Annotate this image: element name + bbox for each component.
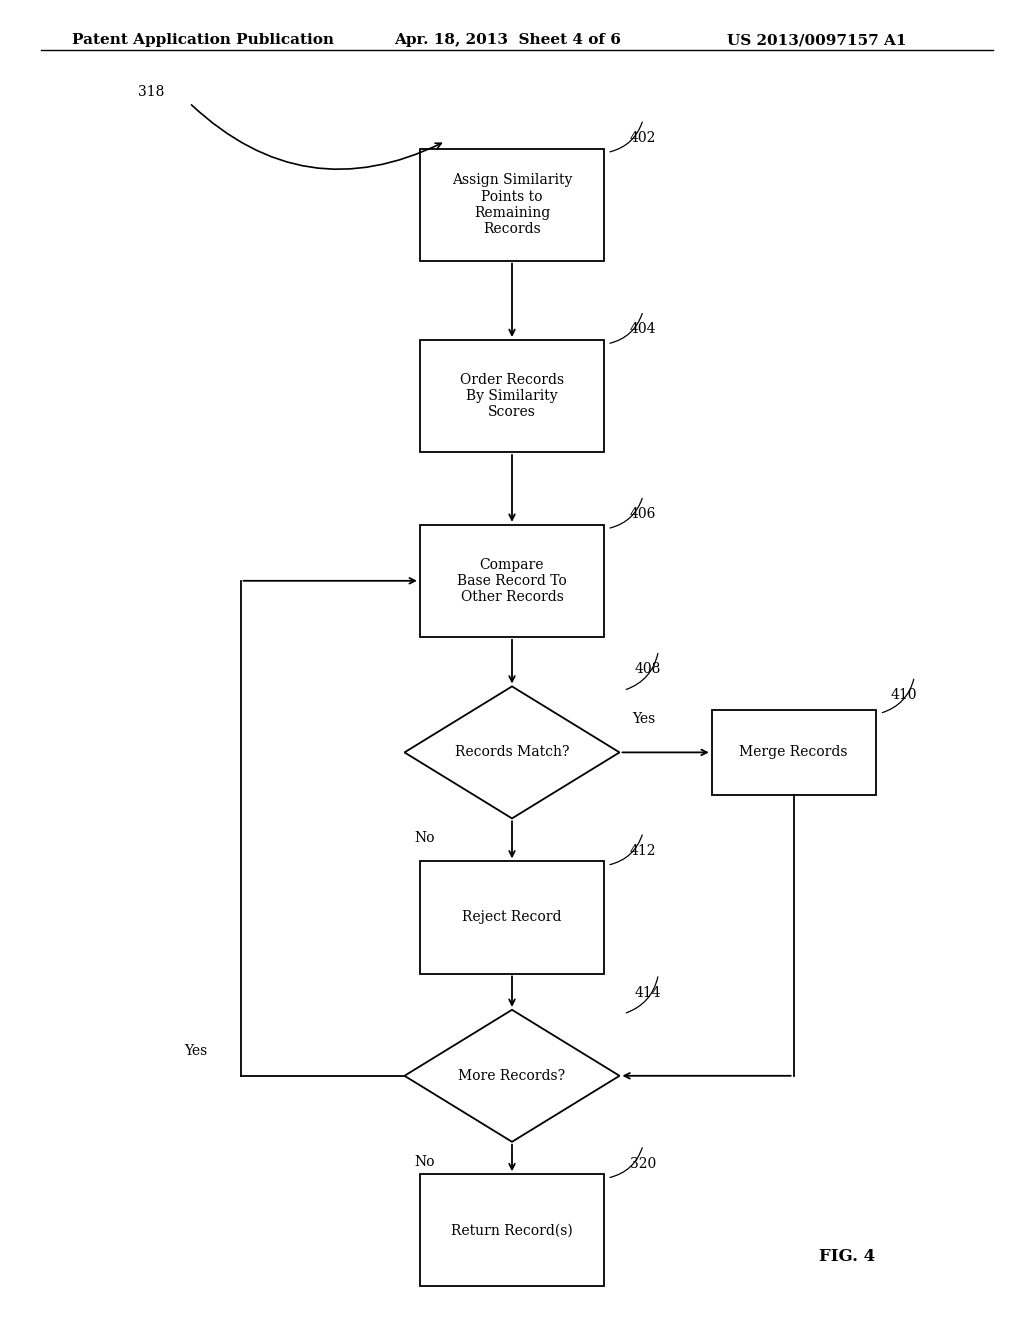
Text: Return Record(s): Return Record(s) xyxy=(452,1224,572,1237)
Text: Merge Records: Merge Records xyxy=(739,746,848,759)
FancyBboxPatch shape xyxy=(420,861,604,974)
FancyBboxPatch shape xyxy=(420,524,604,636)
Text: FIG. 4: FIG. 4 xyxy=(819,1249,876,1265)
FancyBboxPatch shape xyxy=(420,1175,604,1286)
Text: 408: 408 xyxy=(635,663,662,676)
Text: 320: 320 xyxy=(630,1156,656,1171)
Polygon shape xyxy=(404,1010,620,1142)
FancyBboxPatch shape xyxy=(420,149,604,261)
Text: 402: 402 xyxy=(630,131,656,145)
Text: Reject Record: Reject Record xyxy=(462,911,562,924)
Text: More Records?: More Records? xyxy=(459,1069,565,1082)
Text: 410: 410 xyxy=(891,688,918,702)
Text: 414: 414 xyxy=(635,986,662,999)
Text: Records Match?: Records Match? xyxy=(455,746,569,759)
Text: 404: 404 xyxy=(630,322,656,337)
Text: Yes: Yes xyxy=(184,1044,208,1057)
Text: Apr. 18, 2013  Sheet 4 of 6: Apr. 18, 2013 Sheet 4 of 6 xyxy=(394,33,622,48)
FancyBboxPatch shape xyxy=(712,710,876,795)
Text: US 2013/0097157 A1: US 2013/0097157 A1 xyxy=(727,33,906,48)
Text: Assign Similarity
Points to
Remaining
Records: Assign Similarity Points to Remaining Re… xyxy=(452,173,572,236)
Text: 318: 318 xyxy=(138,86,165,99)
FancyBboxPatch shape xyxy=(420,341,604,451)
Text: No: No xyxy=(415,1155,435,1168)
Text: Compare
Base Record To
Other Records: Compare Base Record To Other Records xyxy=(457,557,567,605)
Text: Order Records
By Similarity
Scores: Order Records By Similarity Scores xyxy=(460,372,564,420)
Polygon shape xyxy=(404,686,620,818)
Text: 406: 406 xyxy=(630,507,656,521)
Text: 412: 412 xyxy=(630,843,656,858)
Text: Yes: Yes xyxy=(632,713,655,726)
Text: Patent Application Publication: Patent Application Publication xyxy=(72,33,334,48)
Text: No: No xyxy=(415,832,435,845)
